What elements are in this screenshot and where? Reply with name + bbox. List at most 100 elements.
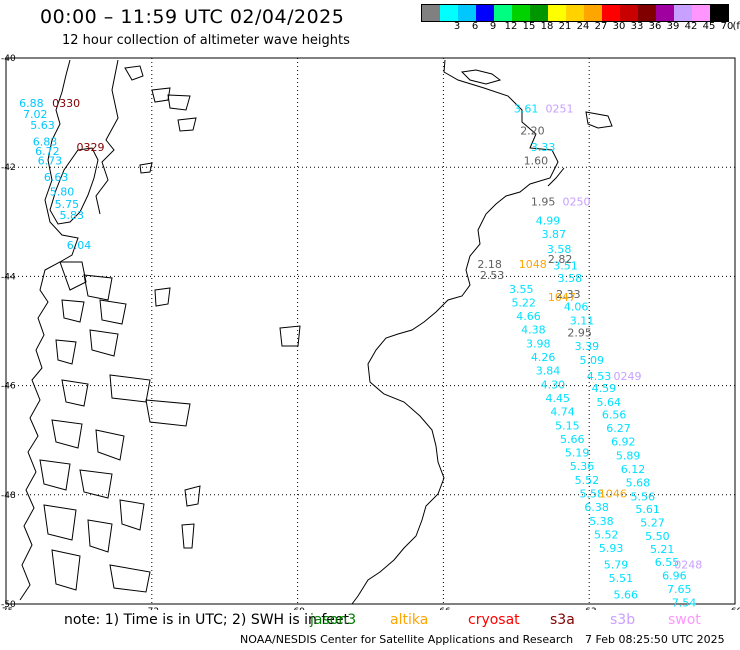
wave-height-value: 6.38 <box>584 501 609 514</box>
pass-time-label: 1048 <box>519 258 547 271</box>
legend-swatch <box>674 5 692 21</box>
legend-swatch <box>494 5 512 21</box>
satellite-s3b: s3b <box>610 612 636 628</box>
legend-swatch <box>530 5 548 21</box>
island-20 <box>43 504 77 541</box>
wave-height-value: 3.61 <box>514 103 539 116</box>
wave-height-value: 3.58 <box>547 243 572 256</box>
wave-height-value: 5.36 <box>570 460 595 473</box>
legend-label: 30 <box>612 21 626 32</box>
wave-height-value: 4.66 <box>516 310 541 323</box>
island-21 <box>87 519 113 553</box>
island-4 <box>177 117 197 132</box>
island-6 <box>59 261 87 291</box>
note-text: note: 1) Time is in UTC; 2) SWH is in fe… <box>64 612 350 628</box>
wave-height-value: 5.89 <box>616 449 641 462</box>
valdes-peninsula <box>460 69 502 85</box>
legend-swatch <box>710 5 728 21</box>
island-5 <box>139 162 153 174</box>
legend-label: 36 <box>648 21 662 32</box>
lon-label: -63 <box>582 607 597 610</box>
footer-credit: NOAA/NESDIS Center for Satellite Applica… <box>240 633 574 646</box>
wave-height-value: 6.83 <box>33 135 58 148</box>
legend-label: 12 <box>504 21 518 32</box>
wave-height-value: 2.53 <box>480 269 505 282</box>
wave-height-value: 4.59 <box>592 382 617 395</box>
satellite-swot: swot <box>668 612 701 628</box>
wave-height-value: 5.68 <box>626 477 651 490</box>
wave-height-value: 5.66 <box>560 433 585 446</box>
map-title: 00:00 – 11:59 UTC 02/04/2025 <box>40 6 345 28</box>
chiloe-island <box>49 147 99 225</box>
island-8 <box>99 299 127 325</box>
wave-height-value: 4.38 <box>521 324 546 337</box>
legend-label: 42 <box>684 21 698 32</box>
legend-swatch <box>458 5 476 21</box>
wave-height-value: 7.02 <box>23 108 48 121</box>
lon-label: -66 <box>436 607 451 610</box>
legend-label: 9 <box>489 21 497 32</box>
island-23 <box>109 564 151 593</box>
satellite-s3a: s3a <box>550 612 575 628</box>
island-3 <box>167 94 191 111</box>
wave-height-value: 5.58 <box>579 488 604 501</box>
legend-swatch <box>584 5 602 21</box>
island-24 <box>181 523 195 549</box>
satellite-altika: altika <box>390 612 429 628</box>
san-jorge-shore <box>547 167 565 187</box>
legend-label: 33 <box>630 21 644 32</box>
island-9 <box>61 299 85 323</box>
wave-height-value: 2.20 <box>520 124 545 137</box>
island-18 <box>79 469 113 499</box>
wave-height-value: 5.21 <box>650 543 675 556</box>
observations: 6.887.025.63 6.836.726.73 6.63 5.805.755.83… <box>19 97 702 610</box>
valdes-gulf <box>585 111 613 129</box>
wave-height-value: 1.60 <box>524 154 549 167</box>
island-27 <box>184 485 201 507</box>
legend-swatch <box>512 5 530 21</box>
wave-height-value: 5.50 <box>645 530 670 543</box>
wave-height-value: 4.26 <box>531 351 556 364</box>
wave-height-value: 3.84 <box>536 365 561 378</box>
wave-height-value: 5.66 <box>614 589 639 602</box>
wave-height-value: 5.27 <box>640 516 665 529</box>
legend-swatch <box>638 5 656 21</box>
legend-swatch <box>476 5 494 21</box>
island-2 <box>151 87 171 103</box>
wave-height-value: 6.27 <box>606 422 631 435</box>
wave-height-value: 5.93 <box>599 542 624 555</box>
wave-height-value: 5.83 <box>59 209 84 222</box>
lon-label: -72 <box>144 607 159 610</box>
wave-height-value: 5.19 <box>565 447 590 460</box>
island-22 <box>51 549 81 591</box>
lat-label: -40 <box>1 54 16 64</box>
wave-height-value: 5.09 <box>579 354 604 367</box>
island-14 <box>145 399 191 427</box>
wave-height-value: 4.45 <box>545 392 570 405</box>
legend-label: 6 <box>471 21 479 32</box>
wave-height-value: 5.15 <box>555 419 580 432</box>
pass-time-label: 0250 <box>562 195 590 208</box>
island-16 <box>95 429 125 461</box>
wave-height-value: 7.65 <box>667 583 692 596</box>
island-11 <box>55 339 77 365</box>
legend-label: 21 <box>558 21 572 32</box>
wave-height-value: 5.61 <box>635 503 660 516</box>
wave-height-value: 5.22 <box>511 296 536 309</box>
satellite-jason3: jason3 <box>310 612 357 628</box>
wave-height-value: 2.18 <box>477 258 502 271</box>
island-12 <box>109 374 151 403</box>
island-25 <box>154 287 171 307</box>
island-15 <box>51 419 83 449</box>
wave-height-value: 4.30 <box>541 378 566 391</box>
wave-height-value: 5.52 <box>594 528 619 541</box>
wave-height-value: 5.56 <box>631 490 656 503</box>
lat-label: -50 <box>1 600 16 610</box>
altimeter-map[interactable]: -75 -72 -69 -66 -63 -60 -40 -42 -44 -46 -48 -50 6.8… <box>0 0 740 610</box>
wave-height-value: 5.52 <box>575 474 600 487</box>
legend-label: 70 <box>720 21 734 32</box>
legend-swatch <box>692 5 710 21</box>
andes-coast <box>95 59 119 215</box>
wave-height-value: 5.64 <box>596 396 621 409</box>
wave-height-value: 6.55 <box>655 556 680 569</box>
